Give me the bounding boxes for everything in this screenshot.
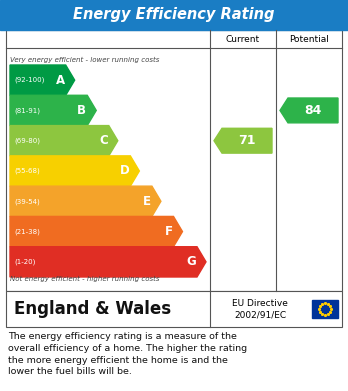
Text: 2002/91/EC: 2002/91/EC (234, 310, 286, 319)
Text: C: C (99, 134, 108, 147)
Text: A: A (56, 74, 65, 87)
Text: Potential: Potential (289, 34, 329, 43)
Text: Very energy efficient - lower running costs: Very energy efficient - lower running co… (10, 57, 159, 63)
Text: (21-38): (21-38) (14, 228, 40, 235)
Text: Energy Efficiency Rating: Energy Efficiency Rating (73, 7, 275, 23)
Text: B: B (77, 104, 86, 117)
Text: (1-20): (1-20) (14, 258, 35, 265)
Polygon shape (10, 95, 96, 126)
Text: (39-54): (39-54) (14, 198, 40, 204)
Text: 84: 84 (304, 104, 322, 117)
Bar (6, 291, 342, 327)
Polygon shape (10, 65, 75, 95)
Bar (6, 30, 342, 291)
Text: England & Wales: England & Wales (14, 300, 171, 318)
Text: (92-100): (92-100) (14, 77, 45, 83)
Bar (0, 0, 348, 30)
Text: Current: Current (226, 34, 260, 43)
Polygon shape (10, 126, 118, 156)
Text: EU Directive: EU Directive (232, 298, 288, 307)
Text: Not energy efficient - higher running costs: Not energy efficient - higher running co… (10, 276, 159, 282)
Text: 71: 71 (238, 134, 256, 147)
Polygon shape (10, 156, 139, 186)
Bar (312, 300, 338, 318)
Text: (55-68): (55-68) (14, 168, 40, 174)
Polygon shape (280, 98, 338, 123)
Text: F: F (165, 225, 173, 238)
Polygon shape (10, 247, 206, 277)
Polygon shape (10, 186, 161, 217)
Polygon shape (214, 128, 272, 153)
Text: The energy efficiency rating is a measure of the
overall efficiency of a home. T: The energy efficiency rating is a measur… (8, 332, 247, 377)
Text: (81-91): (81-91) (14, 107, 40, 114)
Text: E: E (143, 195, 151, 208)
Polygon shape (10, 217, 182, 247)
Text: G: G (186, 255, 196, 268)
Text: D: D (120, 165, 129, 178)
Text: (69-80): (69-80) (14, 138, 40, 144)
